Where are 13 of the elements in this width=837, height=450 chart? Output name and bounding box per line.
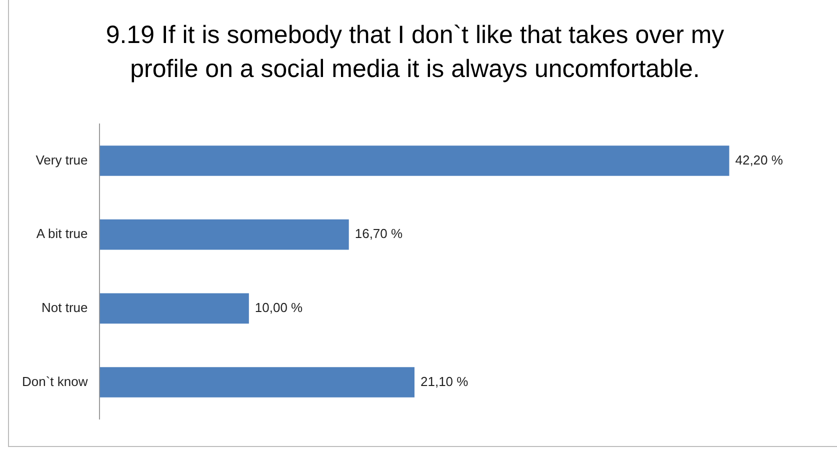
bar — [100, 293, 249, 324]
bar — [100, 146, 730, 176]
data-label: 10,00 % — [254, 300, 304, 316]
data-label: 21,10 % — [420, 374, 469, 389]
y-tick-label: Not true — [42, 300, 88, 316]
bar — [100, 219, 349, 250]
y-tick-label: Don`t know — [22, 374, 88, 389]
y-tick-label: A bit true — [36, 226, 88, 242]
data-label: 42,20 % — [735, 152, 784, 168]
chart-title: 9.19 If it is somebody that I don`t like that takes over my profile on a social media it is always uncomfortable. — [104, 20, 726, 85]
y-tick-label: Very true — [36, 152, 88, 168]
bar — [100, 367, 414, 398]
data-label: 16,70 % — [354, 226, 403, 242]
